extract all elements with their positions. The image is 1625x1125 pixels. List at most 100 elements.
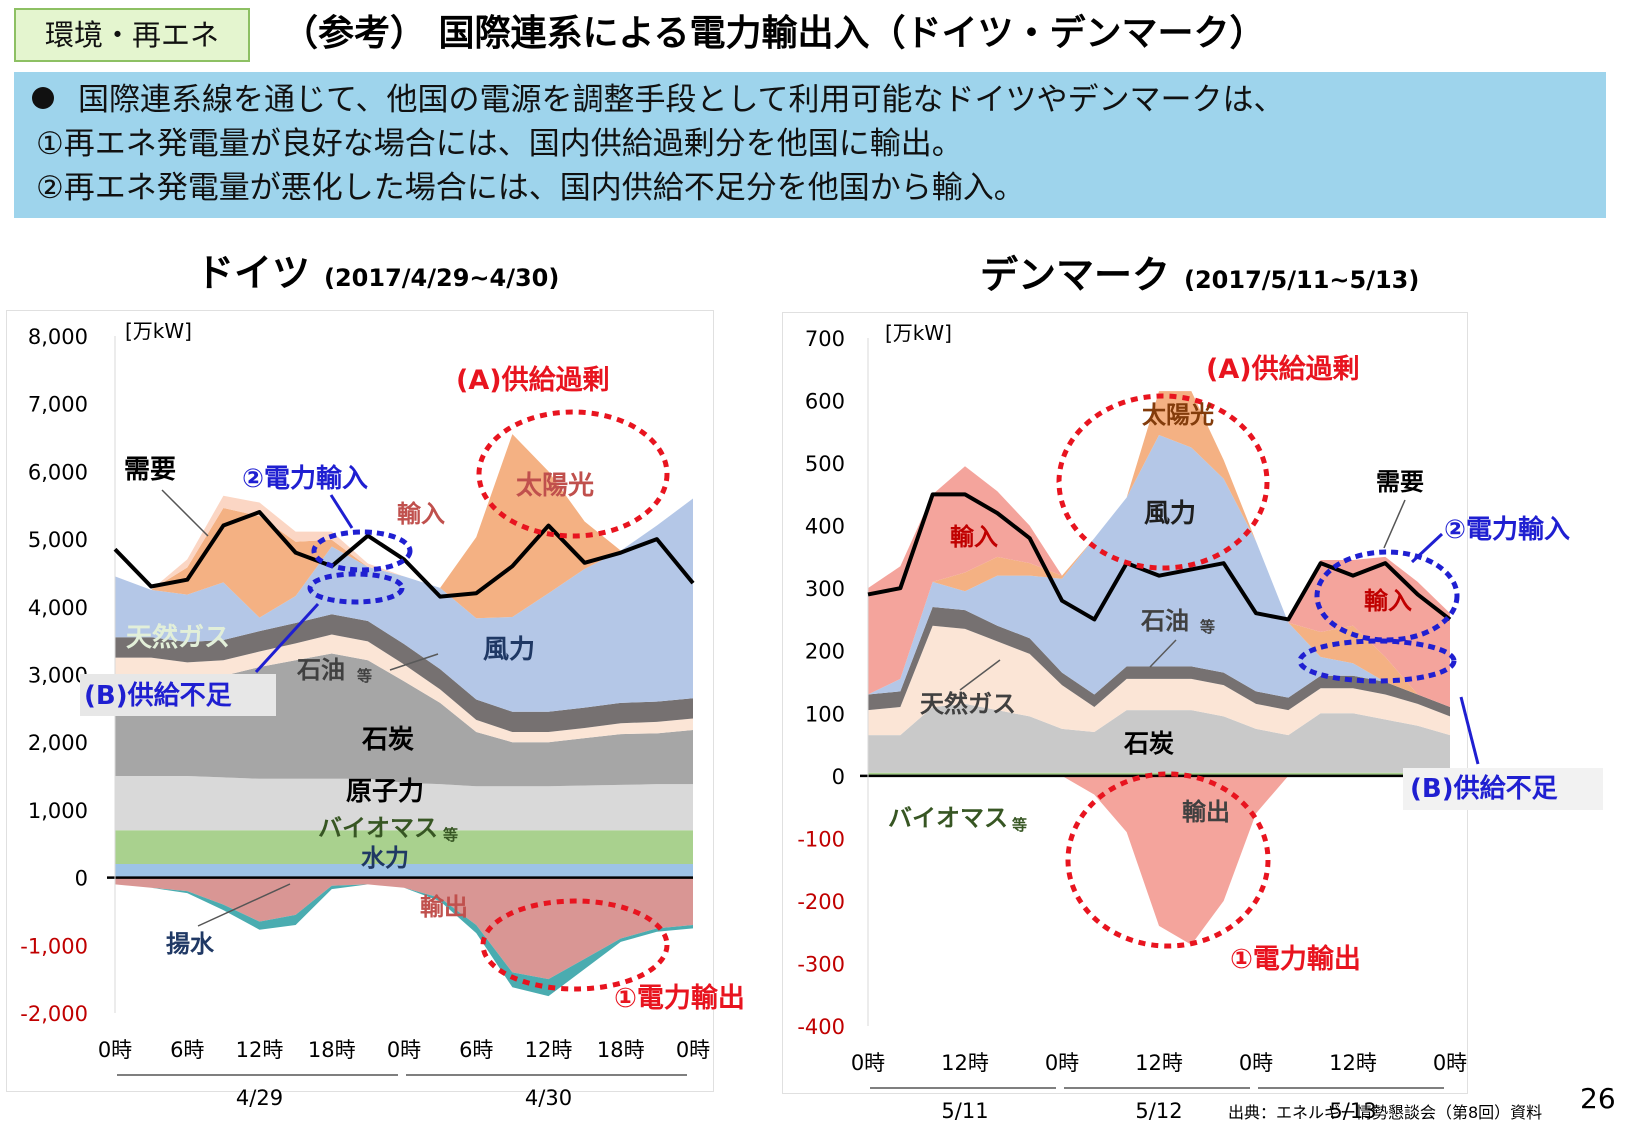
denmark-xtick-label: 12時 [941, 1051, 989, 1075]
germany-demand-label: 需要 [124, 455, 176, 485]
germany-ytick-label: 1,000 [28, 799, 88, 823]
denmark-ytick-label: -100 [797, 827, 845, 851]
germany-biomass-suffix: 等 [443, 826, 458, 844]
germany-ytick-label: 3,000 [28, 664, 88, 688]
denmark-export-label: 輸出 [1182, 798, 1230, 826]
denmark-area-太陽光 [868, 391, 1450, 708]
germany-solar-label: 太陽光 [516, 471, 594, 501]
germany-coal-label: 石炭 [361, 725, 414, 755]
denmark-chart-title: デンマーク (2017/5/11~5/13) [980, 244, 1419, 299]
germany-title: ドイツ [196, 251, 311, 295]
denmark-export-ring [1065, 771, 1271, 949]
germany-yaxis-label: [万kW] [125, 319, 192, 343]
denmark-gas-label: 天然ガス [920, 690, 1016, 718]
germany-wind-label: 風力 [483, 635, 535, 665]
denmark-date-label: 5/13 [1329, 1099, 1376, 1123]
denmark-area-輸入 [868, 391, 1450, 708]
denmark-ytick-label: -300 [797, 952, 845, 976]
denmark-date-label: 5/12 [1135, 1099, 1182, 1123]
germany-shortage-label: (B)供給不足 [84, 680, 232, 711]
germany-ytick-label: 5,000 [28, 528, 88, 552]
denmark-ytick-label: 0 [832, 765, 845, 789]
germany-pumped-label: 揚水 [166, 930, 215, 958]
denmark-import-label-right: 輸入 [1364, 587, 1412, 615]
denmark-export-note: ①電力輸出 [1230, 943, 1361, 975]
category-tag: 環境・再エネ [14, 8, 250, 62]
germany-chart-title: ドイツ (2017/4/29~4/30) [196, 242, 559, 297]
germany-ytick-label: 4,000 [28, 596, 88, 620]
denmark-import-label-left: 輸入 [950, 523, 998, 551]
germany-ytick-label: -2,000 [20, 1002, 88, 1026]
germany-xtick-label: 12時 [236, 1038, 284, 1062]
denmark-ytick-label: 200 [805, 640, 845, 664]
germany-export-label: 輸出 [420, 893, 468, 921]
denmark-solar-label: 太陽光 [1142, 401, 1214, 429]
denmark-area-石油等 [868, 606, 1450, 717]
denmark-yaxis-label: [万kW] [885, 321, 952, 345]
denmark-area-天然ガス [868, 625, 1450, 736]
denmark-xtick-label: 0時 [1045, 1051, 1079, 1075]
denmark-ytick-label: 400 [805, 515, 845, 539]
germany-xtick-label: 0時 [387, 1038, 421, 1062]
germany-export-ring [480, 898, 670, 992]
denmark-oil-label: 石油 [1140, 607, 1189, 635]
summary-line-2: ①再エネ発電量が良好な場合には、国内供給過剰分を他国に輸出。 [36, 126, 963, 162]
germany-import-label: 輸入 [397, 500, 445, 528]
summary-box: 国際連系線を通じて、他国の電源を調整手段として利用可能なドイツやデンマークは、 … [14, 72, 1606, 218]
germany-shortage-arrow [254, 602, 320, 674]
denmark-ytick-label: 500 [805, 452, 845, 476]
germany-ytick-label: 8,000 [28, 325, 88, 349]
denmark-import-note: ②電力輸入 [1444, 514, 1570, 545]
denmark-ytick-label: 300 [805, 577, 845, 601]
denmark-area-輸出 [868, 775, 1450, 945]
germany-area-太陽光 [115, 434, 693, 619]
denmark-shortage-label: (B)供給不足 [1410, 773, 1558, 804]
germany-xtick-label: 18時 [308, 1038, 356, 1062]
germany-gas-label: 天然ガス [126, 622, 230, 653]
germany-area-輸入 [115, 434, 693, 590]
germany-subtitle: (2017/4/29~4/30) [324, 264, 560, 292]
denmark-shortage-ring [1297, 638, 1457, 684]
summary-line-3: ②再エネ発電量が悪化した場合には、国内供給不足分を他国から輸入。 [36, 170, 1025, 206]
germany-area-天然ガス [115, 634, 693, 743]
germany-ytick-label: -1,000 [20, 934, 88, 958]
germany-biomass-label: バイオマス [318, 814, 438, 842]
summary-line-1: 国際連系線を通じて、他国の電源を調整手段として利用可能なドイツやデンマークは、 [14, 80, 1285, 120]
denmark-xtick-label: 0時 [1433, 1051, 1467, 1075]
source-note: 出典：エネルギー情勢懇談会（第8回）資料 [1228, 1103, 1543, 1122]
page-number: 26 [1580, 1082, 1616, 1115]
germany-area-水力 [115, 864, 693, 878]
denmark-ytick-label: -400 [797, 1015, 845, 1039]
summary-text-1: 国際連系線を通じて、他国の電源を調整手段として利用可能なドイツやデンマークは、 [78, 82, 1285, 118]
germany-xtick-label: 0時 [98, 1038, 132, 1062]
denmark-demand-pointer [1383, 499, 1406, 549]
germany-ytick-label: 2,000 [28, 731, 88, 755]
denmark-shortage-label-bg [1403, 768, 1603, 810]
germany-hydro-label: 水力 [361, 844, 409, 872]
denmark-biomass-label: バイオマス [888, 804, 1008, 832]
denmark-ytick-label: 700 [805, 327, 845, 351]
denmark-subtitle: (2017/5/11~5/13) [1184, 266, 1420, 294]
germany-oil-pointer [389, 653, 439, 671]
denmark-gas-pointer [959, 659, 1001, 691]
germany-ytick-label: 0 [75, 867, 88, 891]
germany-surplus-ring [476, 409, 670, 539]
denmark-date-label: 5/11 [941, 1099, 988, 1123]
germany-oil-suffix: 等 [357, 667, 372, 685]
germany-pumped-pointer [197, 883, 291, 927]
germany-area-石油等 [115, 614, 693, 733]
germany-xtick-label: 12時 [525, 1038, 573, 1062]
germany-area-風力 [115, 498, 693, 712]
germany-import-ring [311, 529, 413, 573]
page-title: （参考） 国際連系による電力輸出入（ドイツ・デンマーク） [282, 13, 1266, 54]
germany-shortage-ring [307, 571, 405, 605]
germany-demand-pointer [161, 489, 209, 537]
germany-surplus-label: (A)供給過剰 [456, 364, 610, 396]
germany-date-label: 4/29 [236, 1086, 283, 1110]
denmark-xtick-label: 0時 [1239, 1051, 1273, 1075]
denmark-area-風力 [868, 434, 1450, 708]
germany-ytick-label: 6,000 [28, 460, 88, 484]
germany-demand-line [113, 510, 695, 599]
denmark-area-石炭 [868, 703, 1450, 773]
germany-shortage-label-bg [80, 674, 276, 716]
